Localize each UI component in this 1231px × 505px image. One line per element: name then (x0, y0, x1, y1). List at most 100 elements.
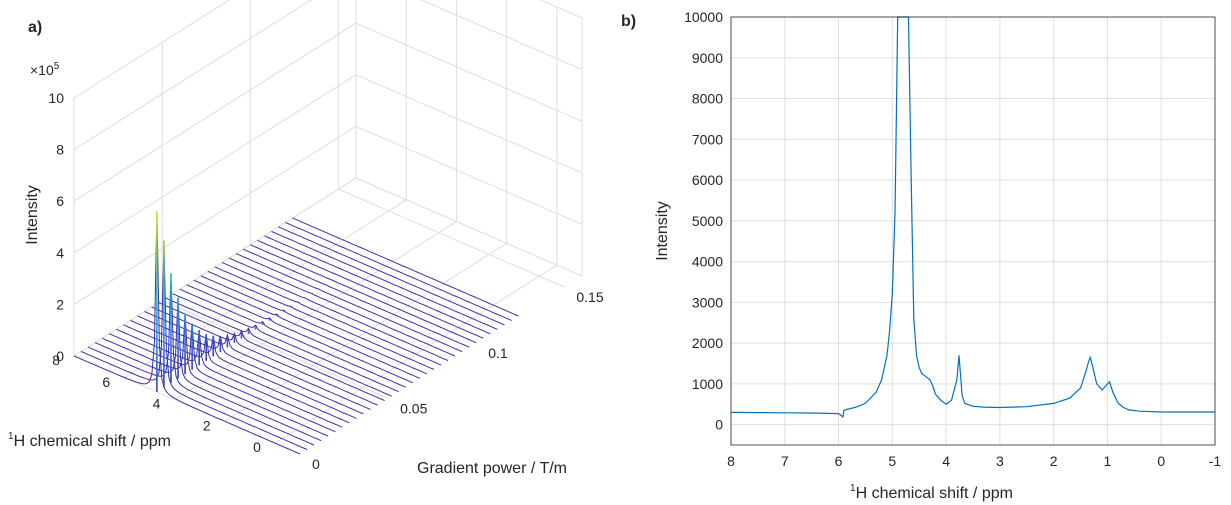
y-tick-label: 0 (253, 439, 261, 455)
y-axis-label-sup: 1 (8, 431, 14, 442)
trace-baseline (285, 222, 512, 321)
y-tick-label: 8 (52, 352, 60, 368)
trace-baseline (278, 226, 505, 326)
x-axis-label-text: H chemical shift / ppm (856, 485, 1013, 502)
waterfall-trace (285, 222, 512, 321)
back-wall-grid-line (355, 22, 583, 122)
waterfall-trace (186, 284, 414, 384)
waterfall-trace (221, 262, 449, 361)
waterfall-trace (193, 279, 421, 379)
left-wall-grid-line (73, 0, 231, 99)
waterfall-trace (228, 257, 456, 357)
y-axis-label: Intensity (654, 201, 671, 261)
waterfall-trace (123, 324, 350, 424)
left-wall-grid-line (73, 0, 312, 151)
waterfall-trace (214, 266, 442, 366)
y-tick-label: 2000 (692, 335, 723, 351)
waterfall-trace (94, 297, 322, 442)
trace-baseline (292, 217, 519, 317)
trace-baseline (109, 323, 336, 433)
x-tick-label: 0.1 (488, 345, 508, 361)
y-axis-label-text: H chemical shift / ppm (14, 433, 171, 450)
panel-b-spectrum: b) 8 7 6 5 4 3 2 1 0 -1 0 1000 2000 3000 4000 5000 6000 7… (621, 9, 1221, 502)
waterfall-trace (144, 311, 371, 410)
y-tick-label: 2 (203, 417, 211, 433)
trace-baseline (101, 313, 329, 437)
trace-baseline (94, 297, 322, 442)
trace-baseline (73, 211, 301, 455)
trace-baseline (242, 248, 470, 348)
x-tick-label: 4 (942, 453, 950, 469)
trace-baseline (158, 302, 385, 402)
waterfall-trace (264, 235, 491, 335)
waterfall-trace (292, 217, 519, 317)
left-wall-grid-line (73, 74, 357, 254)
y-tick-label: 3000 (692, 294, 723, 310)
waterfall-trace (151, 306, 378, 406)
waterfall-trace (200, 275, 428, 375)
z-tick-label: 0 (56, 348, 64, 364)
y-tick-label: 6000 (692, 172, 723, 188)
z-multiplier: ×105 (30, 61, 60, 78)
waterfall-trace (101, 313, 329, 437)
x-tick-label: 8 (727, 453, 735, 469)
floor-grid-line (161, 299, 389, 399)
y-tick-label: 4 (153, 396, 161, 412)
waterfall-trace (130, 319, 357, 419)
x-tick-label: 0.15 (576, 289, 603, 305)
x-tick-label: 1 (1104, 453, 1112, 469)
x-tick-label: 0 (1157, 453, 1165, 469)
waterfall-trace (172, 293, 399, 393)
z-tick-label: 4 (56, 245, 64, 261)
waterfall-trace (235, 253, 463, 353)
x-tick-label: 6 (835, 453, 843, 469)
trace-baseline (80, 240, 308, 450)
trace-baseline (235, 253, 463, 353)
waterfall-trace (271, 230, 498, 330)
trace-baseline (257, 239, 484, 339)
y-tick-label: 1000 (692, 376, 723, 392)
x-tick-label: 2 (1050, 453, 1058, 469)
z-tick-label: 2 (56, 296, 64, 312)
back-wall-grid-line (355, 125, 583, 225)
z-tick-label: 10 (48, 90, 64, 106)
x-tick-label: 0 (312, 456, 320, 472)
trace-baseline (144, 311, 371, 410)
left-wall-grid-line (73, 125, 357, 305)
y-tick-label: 4000 (692, 254, 723, 270)
trace-baseline (264, 235, 491, 335)
y-tick-label: 0 (715, 417, 723, 433)
back-wall-grid-line (420, 0, 583, 71)
trace-baseline (207, 270, 435, 370)
y-tick-label: 5000 (692, 213, 723, 229)
trace-baseline (228, 257, 456, 357)
y-tick-label: 7000 (692, 131, 723, 147)
waterfall-trace (242, 248, 470, 348)
grid-lines (730, 16, 1216, 445)
trace-baseline (186, 284, 414, 384)
trace-baseline (271, 230, 498, 330)
panel-label-a: a) (28, 19, 42, 36)
back-wall-grid-line (355, 74, 583, 174)
trace-baseline (151, 306, 378, 406)
trace-baseline (165, 297, 392, 397)
waterfall-trace (165, 297, 392, 397)
waterfall-trace (257, 239, 484, 339)
spectrum-line (730, 16, 1215, 418)
waterfall-trace (278, 226, 505, 326)
x-axis-label: Gradient power / T/m (417, 460, 567, 477)
waterfall-trace (137, 315, 364, 415)
waterfall-trace (207, 270, 435, 370)
waterfall-trace (250, 244, 477, 344)
trace-baseline (214, 266, 442, 366)
x-tick-label: 0.05 (400, 400, 427, 416)
trace-baseline (137, 315, 364, 415)
waterfall-trace (158, 302, 385, 402)
x-tick-label: 7 (781, 453, 789, 469)
plot-area-frame (730, 16, 1216, 446)
waterfall-trace (179, 288, 406, 388)
left-wall-grid-line (73, 22, 357, 202)
z-tick-label: 8 (56, 142, 64, 158)
